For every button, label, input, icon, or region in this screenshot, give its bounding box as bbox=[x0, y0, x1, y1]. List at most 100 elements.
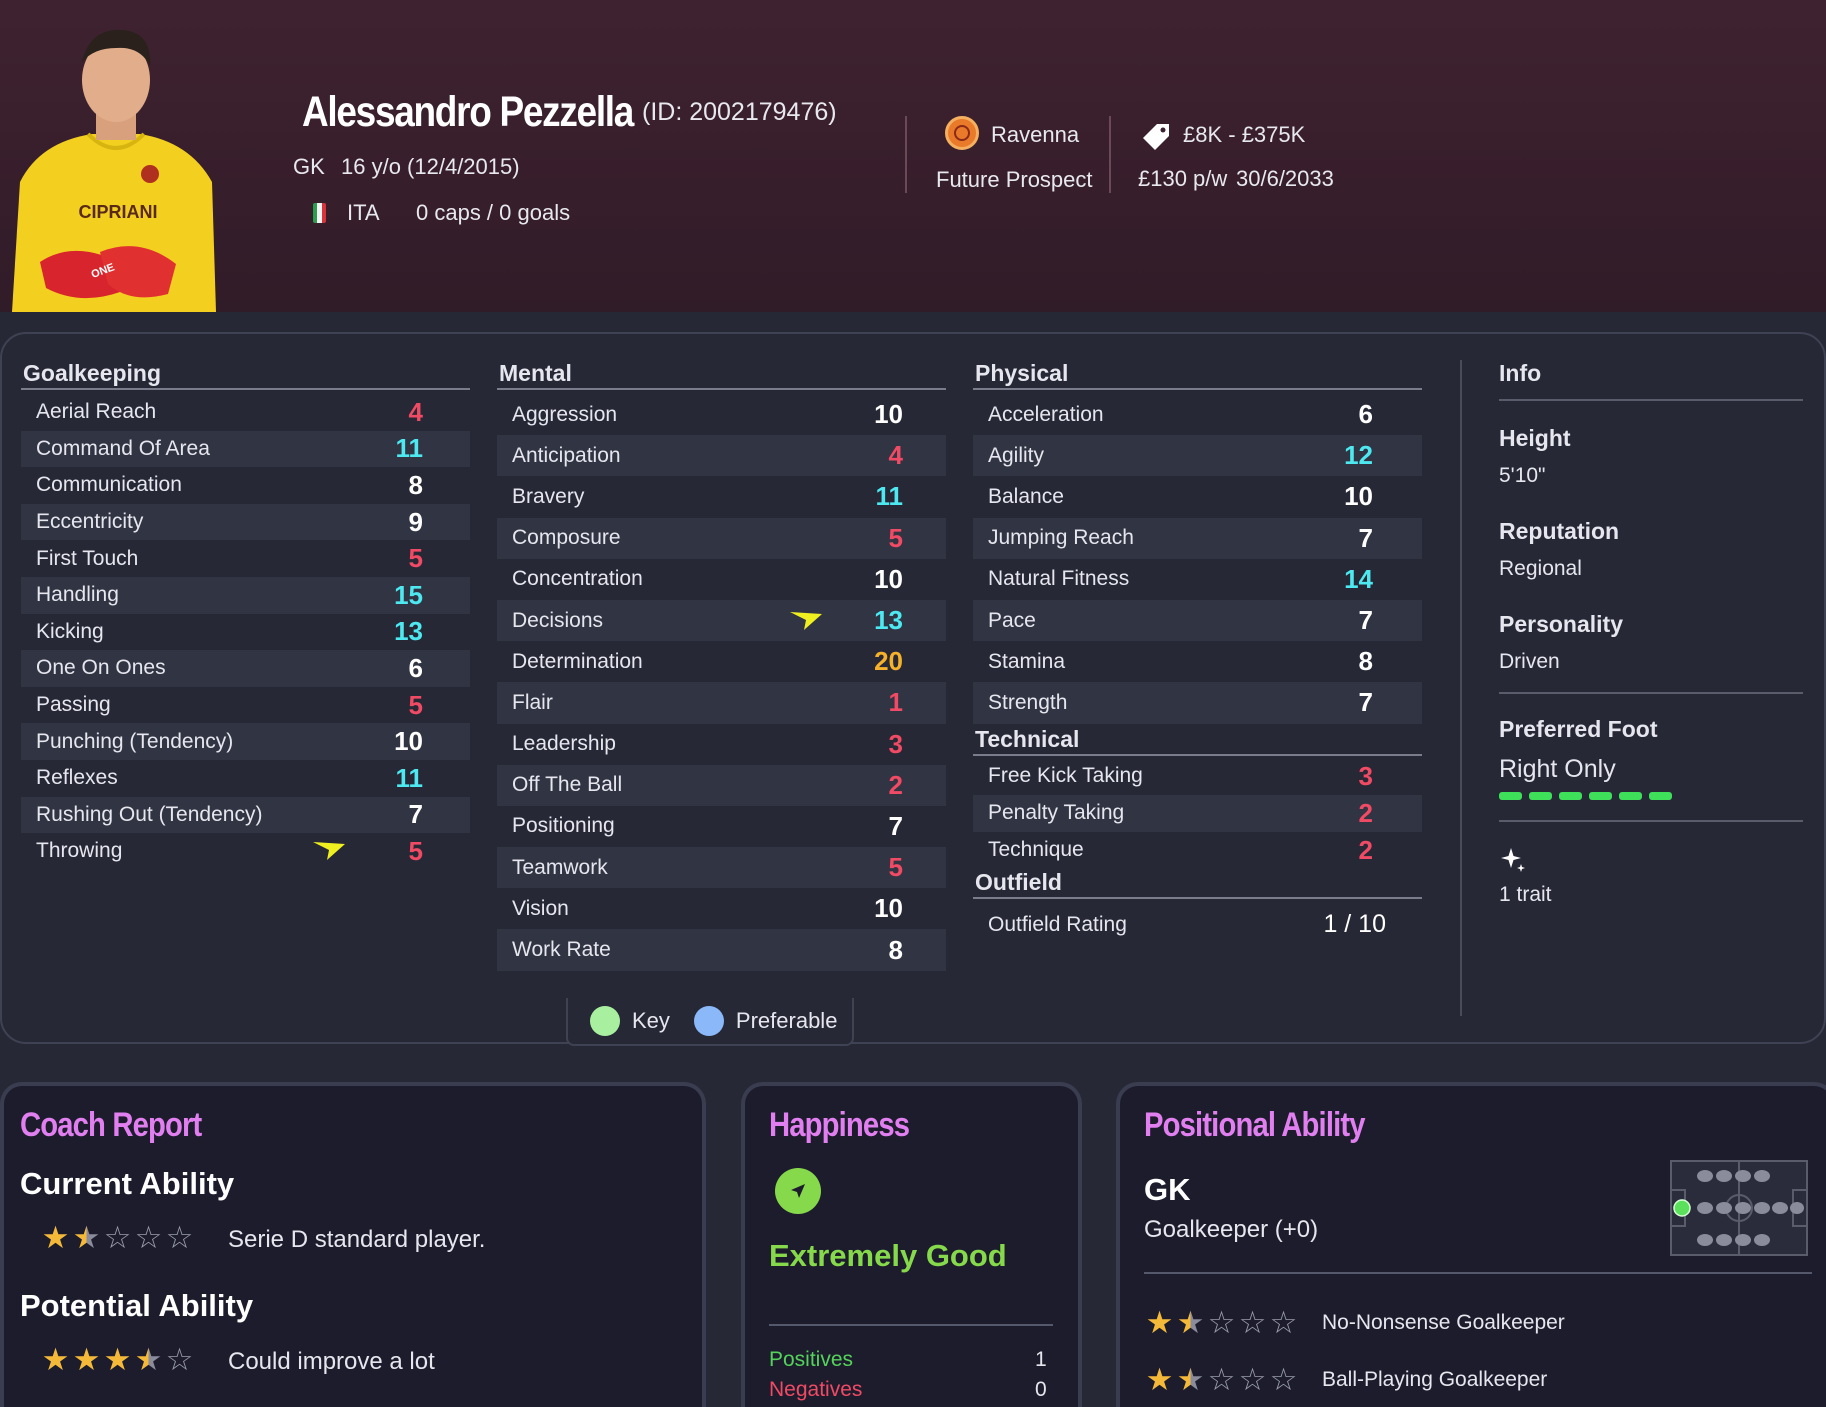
role-row[interactable]: ★ ★ ☆ ☆ ☆ No-Nonsense Goalkeeper bbox=[1144, 1294, 1804, 1351]
attribute-row[interactable]: Agility 12 bbox=[973, 435, 1422, 477]
attribute-value: 5 bbox=[408, 835, 423, 866]
role-row[interactable]: ★ ★ ☆ ☆ ☆ Ball-Playing Goalkeeper bbox=[1144, 1351, 1804, 1407]
attribute-row[interactable]: Aerial Reach 4 bbox=[21, 394, 470, 431]
attribute-row[interactable]: Free Kick Taking 3 bbox=[973, 758, 1422, 795]
happiness-level: Extremely Good bbox=[769, 1238, 1007, 1273]
physical-list: Acceleration 6 Agility 12 Balance 10 Jumping R… bbox=[973, 394, 1422, 724]
attribute-row[interactable]: Communication 8 bbox=[21, 467, 470, 504]
star-icon: ☆ bbox=[165, 1342, 194, 1377]
player-header: CIPRIANI ONE Alessandro Pezzella (ID: 20… bbox=[0, 0, 1826, 312]
attribute-row[interactable]: Balance 10 bbox=[973, 476, 1422, 517]
coach-report-card: Coach Report Current Ability ★ ★ ☆ ☆ ☆ Serie… bbox=[0, 1082, 706, 1407]
attribute-row[interactable]: Composure 5 bbox=[497, 517, 946, 559]
attribute-value: 13 bbox=[874, 605, 903, 636]
attribute-value: 11 bbox=[875, 481, 904, 512]
traits-link[interactable]: 1 trait bbox=[1499, 883, 1552, 906]
attribute-value: 10 bbox=[874, 399, 903, 430]
physical-column: Physical Acceleration 6 Agility 12 Balance 10… bbox=[973, 360, 1422, 943]
positives-count: 1 bbox=[1035, 1348, 1047, 1371]
attribute-row[interactable]: Decisions 13 bbox=[497, 599, 946, 642]
attribute-value: 7 bbox=[408, 799, 423, 830]
role-list: ★ ★ ☆ ☆ ☆ No-Nonsense Goalkeeper ★ ★ ☆ ☆ ☆ Ball-Pla… bbox=[1144, 1294, 1804, 1407]
attribute-row[interactable]: Determination 20 bbox=[497, 641, 946, 682]
positional-ability-title: Positional Ability bbox=[1144, 1106, 1365, 1144]
attribute-row[interactable]: Penalty Taking 2 bbox=[973, 794, 1422, 832]
reputation-value: Regional bbox=[1499, 557, 1582, 580]
position-code: GK bbox=[1144, 1172, 1191, 1207]
attribute-row[interactable]: Leadership 3 bbox=[497, 724, 946, 765]
attribute-row[interactable]: Anticipation 4 bbox=[497, 435, 946, 477]
star-icon: ★ bbox=[1145, 1305, 1174, 1340]
attribute-value: 10 bbox=[394, 726, 423, 757]
height-value: 5'10" bbox=[1499, 464, 1546, 487]
club-name[interactable]: Ravenna bbox=[991, 122, 1080, 147]
negatives-count: 0 bbox=[1035, 1378, 1047, 1401]
coach-report-title: Coach Report bbox=[20, 1106, 202, 1144]
attribute-row[interactable]: Positioning 7 bbox=[497, 806, 946, 847]
attribute-row[interactable]: One On Ones 6 bbox=[21, 650, 470, 687]
attribute-row[interactable]: Reflexes 11 bbox=[21, 760, 470, 797]
attribute-value: 1 bbox=[888, 687, 903, 718]
attribute-row[interactable]: Punching (Tendency) 10 bbox=[21, 723, 470, 760]
attribute-row[interactable]: Flair 1 bbox=[497, 682, 946, 724]
info-separator bbox=[1499, 820, 1803, 822]
star-icon: ★ bbox=[72, 1220, 101, 1255]
happiness-title: Happiness bbox=[769, 1106, 910, 1144]
attribute-row[interactable]: Rushing Out (Tendency) 7 bbox=[21, 796, 470, 834]
attribute-label: Balance bbox=[988, 484, 1064, 508]
attribute-value: 1 / 10 bbox=[1323, 910, 1386, 939]
attribute-value: 2 bbox=[1358, 797, 1373, 828]
attribute-label: Technique bbox=[988, 838, 1084, 861]
attribute-label: Communication bbox=[36, 473, 182, 497]
position-detail: Goalkeeper (+0) bbox=[1144, 1216, 1319, 1243]
attribute-row[interactable]: Strength 7 bbox=[973, 682, 1422, 724]
attribute-value: 6 bbox=[1358, 399, 1373, 430]
attribute-row[interactable]: Aggression 10 bbox=[497, 394, 946, 435]
info-column: Info Height 5'10" Reputation Regional Pe… bbox=[1499, 360, 1803, 907]
attribute-value: 20 bbox=[874, 646, 903, 677]
attribute-label: Rushing Out (Tendency) bbox=[36, 802, 263, 826]
preferred-foot-label: Preferred Foot bbox=[1499, 716, 1658, 742]
attribute-row[interactable]: Bravery 11 bbox=[497, 476, 946, 517]
attribute-row[interactable]: Off The Ball 2 bbox=[497, 764, 946, 806]
pitch-map[interactable] bbox=[1670, 1160, 1808, 1261]
negatives-label: Negatives bbox=[769, 1378, 863, 1401]
preferable-dot-icon bbox=[693, 1006, 724, 1036]
happiness-separator bbox=[769, 1324, 1053, 1326]
attribute-row[interactable]: Technique 2 bbox=[973, 832, 1422, 869]
attribute-row[interactable]: First Touch 5 bbox=[21, 540, 470, 577]
attribute-row[interactable]: Concentration 10 bbox=[497, 559, 946, 600]
attribute-row[interactable]: Work Rate 8 bbox=[497, 929, 946, 971]
attribute-row[interactable]: Vision 10 bbox=[497, 888, 946, 929]
attribute-row[interactable]: Natural Fitness 14 bbox=[973, 559, 1422, 600]
player-age: 16 y/o (12/4/2015) bbox=[341, 154, 520, 179]
attribute-value: 2 bbox=[888, 769, 903, 800]
attribute-row[interactable]: Pace 7 bbox=[973, 599, 1422, 642]
current-ability-label: Current Ability bbox=[20, 1166, 235, 1201]
player-nationality: ITA bbox=[347, 200, 380, 225]
attribute-value: 5 bbox=[888, 852, 903, 883]
attribute-row[interactable]: Command Of Area 11 bbox=[21, 430, 470, 468]
outfield-rating-row[interactable]: Outfield Rating 1 / 10 bbox=[973, 907, 1422, 944]
foot-strength-bar bbox=[1499, 792, 1803, 800]
attribute-label: Outfield Rating bbox=[988, 912, 1127, 936]
attribute-row[interactable]: Kicking 13 bbox=[21, 614, 470, 651]
attribute-row[interactable]: Jumping Reach 7 bbox=[973, 517, 1422, 559]
attribute-value: 10 bbox=[1344, 481, 1373, 512]
attribute-row[interactable]: Handling 15 bbox=[21, 576, 470, 614]
attribute-label: Natural Fitness bbox=[988, 567, 1130, 591]
attribute-row[interactable]: Eccentricity 9 bbox=[21, 503, 470, 541]
attribute-row[interactable]: Throwing 5 bbox=[21, 833, 470, 870]
star-icon: ★ bbox=[1145, 1362, 1174, 1397]
attribute-label: Pace bbox=[988, 608, 1036, 632]
attribute-row[interactable]: Stamina 8 bbox=[973, 641, 1422, 682]
star-icon: ★ bbox=[41, 1220, 70, 1255]
attribute-label: Stamina bbox=[988, 649, 1066, 673]
attribute-change-arrow-icon bbox=[313, 842, 345, 861]
star-icon: ☆ bbox=[1238, 1362, 1267, 1397]
attribute-value: 7 bbox=[1358, 687, 1373, 718]
attribute-row[interactable]: Teamwork 5 bbox=[497, 847, 946, 889]
preferred-foot-value: Right Only bbox=[1499, 755, 1616, 783]
attribute-row[interactable]: Acceleration 6 bbox=[973, 394, 1422, 435]
attribute-row[interactable]: Passing 5 bbox=[21, 687, 470, 724]
